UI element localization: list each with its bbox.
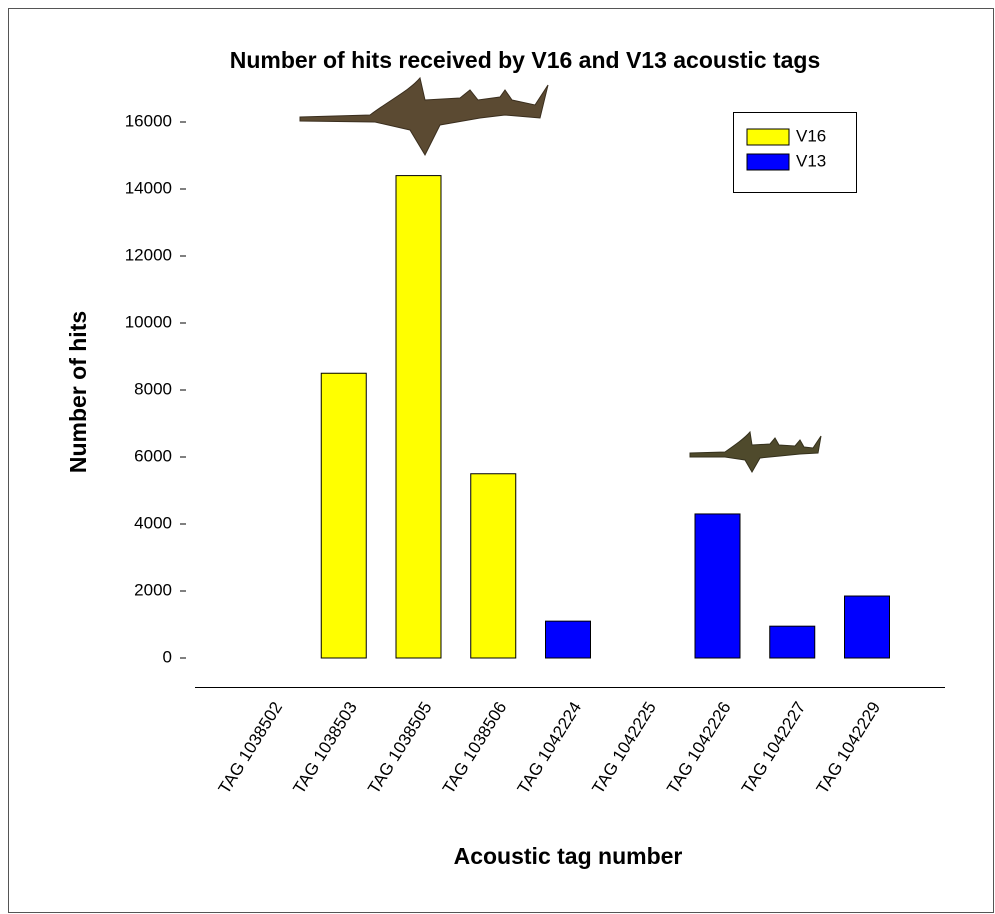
- x-tick-label: TAG 1042225: [588, 698, 660, 797]
- x-axis-label: Acoustic tag number: [454, 843, 683, 869]
- x-tick-label: TAG 1038503: [289, 698, 361, 797]
- y-tick-label: 0: [163, 647, 172, 666]
- frame: [8, 8, 994, 913]
- sawfish-small: [689, 430, 822, 473]
- y-tick-label: 10000: [125, 312, 172, 331]
- bar: [545, 620, 591, 659]
- bar: [320, 372, 367, 659]
- sawfish-large: [299, 76, 549, 157]
- y-tick-label: 12000: [125, 245, 172, 264]
- legend-swatch: [746, 128, 790, 146]
- y-axis-label: Number of hits: [65, 311, 91, 473]
- x-tick-label: TAG 1038506: [439, 698, 511, 797]
- bar: [470, 473, 517, 659]
- chart-title: Number of hits received by V16 and V13 a…: [230, 47, 821, 73]
- bar: [395, 175, 442, 659]
- y-tick-label: 4000: [134, 513, 172, 532]
- y-tick-label: 8000: [134, 379, 172, 398]
- y-tick-label: 14000: [125, 178, 172, 197]
- x-tick-label: TAG 1042227: [738, 698, 810, 797]
- x-tick-label: TAG 1042226: [663, 698, 735, 797]
- x-tick-label: TAG 1038502: [215, 698, 287, 797]
- y-tick-label: 6000: [134, 446, 172, 465]
- legend-swatch: [746, 153, 790, 171]
- bar: [844, 595, 890, 659]
- legend-label: V16: [796, 126, 826, 145]
- legend-box: [733, 112, 857, 193]
- bar: [694, 513, 741, 659]
- x-tick-label: TAG 1042229: [813, 698, 885, 797]
- x-tick-label: TAG 1038505: [364, 698, 436, 797]
- x-tick-label: TAG 1042224: [514, 698, 586, 797]
- bar: [769, 625, 816, 659]
- y-tick-label: 16000: [125, 111, 172, 130]
- legend-label: V13: [796, 151, 826, 170]
- y-tick-label: 2000: [134, 580, 172, 599]
